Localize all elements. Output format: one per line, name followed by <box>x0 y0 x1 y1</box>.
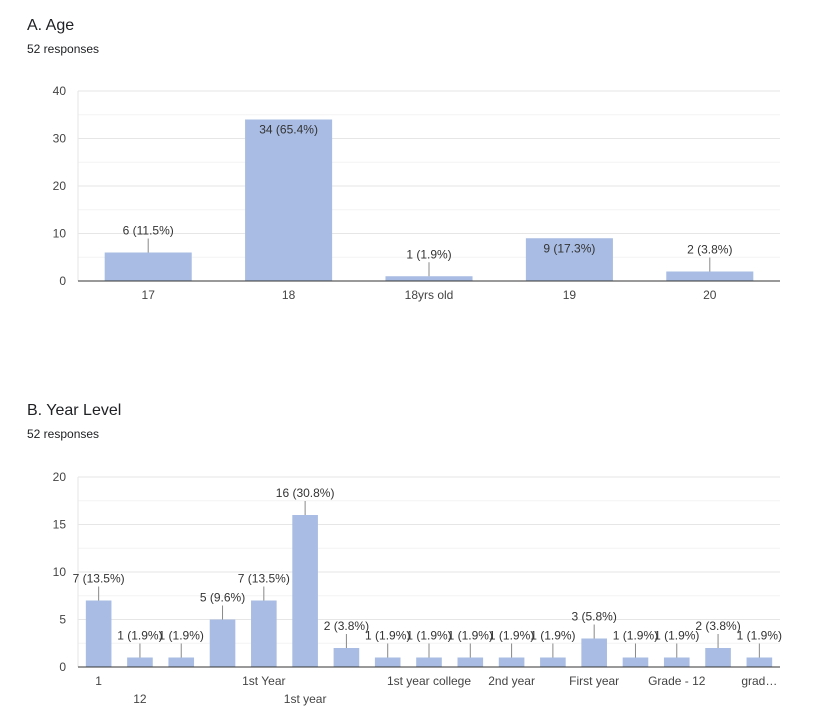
x-tick-label: First year <box>569 674 619 688</box>
y-tick-label: 15 <box>53 518 67 532</box>
age-chart-plot: 0 10 20 30 40 6 (11.5%) 17 34 (65.4%) 18 1 (1.9%)… <box>53 84 780 302</box>
data-label: 1 (1.9%) <box>737 629 782 643</box>
bar <box>374 657 401 667</box>
bar <box>168 657 195 667</box>
y-tick-label: 30 <box>53 132 67 146</box>
y-tick-label: 0 <box>59 274 66 288</box>
x-tick-label: Grade - 12 <box>648 674 706 688</box>
bar <box>666 271 754 281</box>
chart-title: A. Age <box>27 17 75 34</box>
bar <box>85 600 112 667</box>
bar <box>498 657 525 667</box>
x-tick-label: 2nd year <box>488 674 535 688</box>
data-label: 2 (3.8%) <box>324 619 369 633</box>
bar <box>333 648 360 667</box>
data-label: 1 (1.9%) <box>489 629 534 643</box>
x-tick-label: 1st Year <box>242 674 285 688</box>
bar <box>209 619 236 667</box>
data-label: 2 (3.8%) <box>695 619 740 633</box>
x-tick-label: 19 <box>563 288 577 302</box>
data-label: 1 (1.9%) <box>159 629 204 643</box>
x-tick-label: grad… <box>741 674 777 688</box>
bar <box>104 252 192 281</box>
y-tick-label: 5 <box>59 613 66 627</box>
bar <box>127 657 153 667</box>
y-tick-label: 20 <box>53 179 67 193</box>
data-label: 1 (1.9%) <box>613 629 658 643</box>
data-label: 1 (1.9%) <box>406 629 451 643</box>
data-label: 1 (1.9%) <box>117 629 162 643</box>
x-tick-label: 1st year college <box>387 674 471 688</box>
bar <box>245 119 333 281</box>
chart-subtitle: 52 responses <box>27 427 100 441</box>
bar <box>663 657 690 667</box>
data-label: 1 (1.9%) <box>448 629 493 643</box>
bar <box>581 638 607 667</box>
data-label: 6 (11.5%) <box>123 224 174 238</box>
x-tick-label: 18 <box>282 288 296 302</box>
year-level-chart-plot: 0 5 10 15 20 7 (13.5%) 1 1 (1.9%) 12 1 (1.9%) 5 (9… <box>53 470 782 706</box>
x-tick-label: 20 <box>703 288 717 302</box>
chart-title: B. Year Level <box>27 402 122 419</box>
bar <box>292 515 318 667</box>
data-label: 16 (30.8%) <box>276 486 335 500</box>
data-label: 1 (1.9%) <box>654 629 699 643</box>
bar <box>540 657 566 667</box>
data-label: 7 (13.5%) <box>73 572 125 586</box>
data-label: 1 (1.9%) <box>530 629 575 643</box>
y-tick-label: 0 <box>59 660 66 674</box>
data-label: 34 (65.4%) <box>259 123 318 137</box>
bar <box>525 238 613 281</box>
age-chart: A. Age 52 responses 0 10 20 30 40 6 (11.5%) 17… <box>0 0 826 330</box>
y-tick-label: 10 <box>53 565 67 579</box>
data-label: 2 (3.8%) <box>687 243 732 257</box>
bar <box>416 657 442 667</box>
x-tick-label: 1st year <box>284 692 327 706</box>
data-label: 5 (9.6%) <box>200 591 245 605</box>
data-label: 1 (1.9%) <box>406 247 451 261</box>
data-label: 1 (1.9%) <box>365 629 410 643</box>
y-tick-label: 10 <box>53 227 67 241</box>
x-tick-label: 17 <box>142 288 156 302</box>
data-label: 7 (13.5%) <box>238 572 290 586</box>
bar <box>457 657 484 667</box>
bar <box>746 657 773 667</box>
data-label: 3 (5.8%) <box>571 610 616 624</box>
bar <box>251 600 277 667</box>
y-tick-label: 40 <box>53 84 67 98</box>
x-tick-label: 18yrs old <box>405 288 454 302</box>
x-tick-label: 1 <box>95 674 102 688</box>
year-level-chart: B. Year Level 52 responses 0 5 10 15 20 7 (13… <box>0 385 826 722</box>
bar <box>705 648 731 667</box>
data-label: 9 (17.3%) <box>543 241 595 255</box>
chart-subtitle: 52 responses <box>27 42 100 56</box>
x-tick-label: 12 <box>133 692 147 706</box>
bar <box>622 657 649 667</box>
bar <box>385 276 473 281</box>
y-tick-label: 20 <box>53 470 67 484</box>
